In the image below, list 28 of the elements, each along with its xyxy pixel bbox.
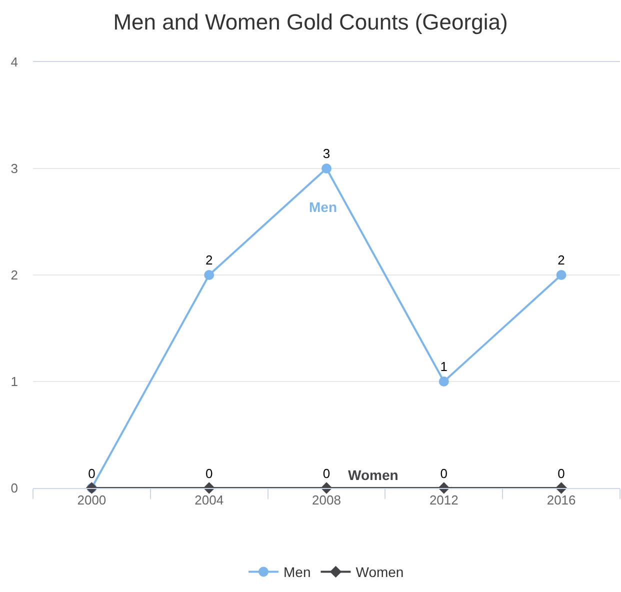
data-label: 2: [205, 252, 213, 268]
y-tick-label: 1: [10, 374, 18, 390]
y-tick-label: 3: [10, 161, 18, 176]
y-tick-label: 2: [10, 268, 18, 283]
x-tick-label: 2016: [546, 492, 576, 508]
x-tick-label: 2012: [429, 492, 458, 508]
point: [438, 376, 449, 386]
data-label: 0: [88, 466, 96, 482]
y-tick-label: 0: [10, 480, 18, 496]
chart-title: Men and Women Gold Counts (Georgia): [113, 10, 508, 35]
text: Women: [348, 467, 398, 483]
data-label: 3: [322, 146, 330, 161]
point: [204, 270, 214, 280]
point: [556, 270, 566, 280]
data-label: 0: [205, 466, 213, 482]
x-tick-label: 2008: [312, 492, 341, 508]
legend-label: Men: [284, 564, 311, 580]
legend-label: Women: [356, 564, 404, 580]
point: [322, 164, 332, 174]
data-label: 0: [558, 466, 565, 482]
x-tick-label: 2004: [194, 492, 224, 508]
y-tick-label: 4: [10, 54, 18, 70]
data-label: 2: [558, 252, 565, 268]
data-label: 1: [440, 359, 448, 374]
data-label: 0: [440, 466, 448, 482]
x-tick-label: 2000: [77, 492, 106, 508]
data-label: 0: [322, 466, 330, 482]
text: Men: [309, 199, 337, 215]
